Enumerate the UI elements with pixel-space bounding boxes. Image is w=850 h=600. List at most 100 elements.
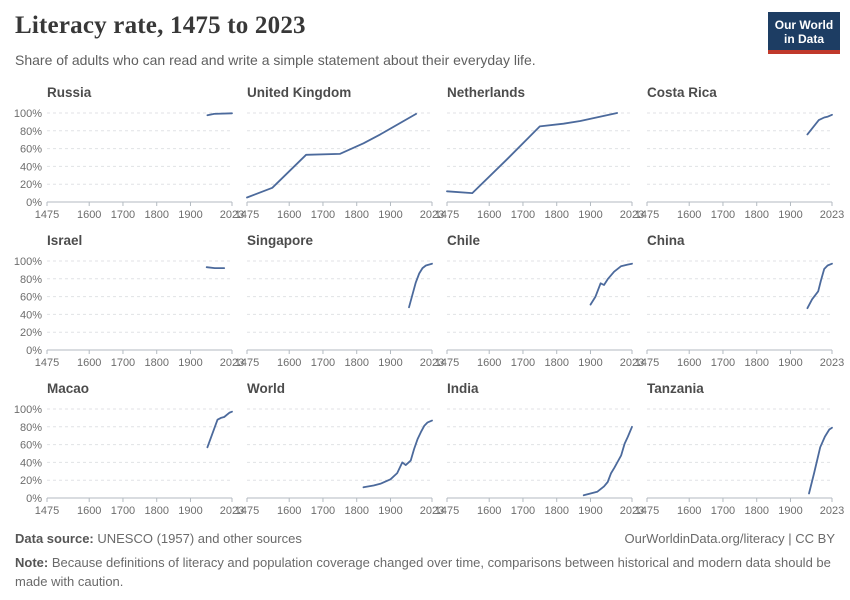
x-axis-label: 1700 xyxy=(511,505,535,517)
x-axis-label: 2023 xyxy=(620,209,644,221)
x-axis-label: 1700 xyxy=(311,209,335,221)
x-axis-label: 1475 xyxy=(635,505,659,517)
panel-plot: 1475 1600 1700 1800 1900 2023 xyxy=(235,408,444,517)
x-axis-label: 1800 xyxy=(144,209,168,221)
data-source-text: UNESCO (1957) and other sources xyxy=(93,531,302,546)
y-axis-label: 60% xyxy=(20,292,42,304)
chart-panel-netherlands[interactable]: Netherlands 1475 1600 1700 1800 1900 2023 xyxy=(412,85,648,231)
panel-plot: 0% 20% 40% 60% 80% 100% 1475 1600 1700 1800 1900 20… xyxy=(14,404,244,517)
chart-panel-china[interactable]: China 1475 1600 1700 1800 1900 2023 xyxy=(612,233,848,379)
note-text: Because definitions of literacy and popu… xyxy=(15,555,831,589)
x-axis-label: 2023 xyxy=(820,209,844,221)
x-axis-label: 1475 xyxy=(635,357,659,369)
x-axis-label: 1800 xyxy=(744,209,768,221)
x-axis-label: 1700 xyxy=(111,209,135,221)
x-axis-label: 1800 xyxy=(744,505,768,517)
logo-text-line2: in Data xyxy=(783,32,824,46)
x-axis-label: 1475 xyxy=(635,209,659,221)
x-axis-label: 1600 xyxy=(277,505,301,517)
chart-panel-chile[interactable]: Chile 1475 1600 1700 1800 1900 2023 xyxy=(412,233,648,379)
panel-title: China xyxy=(647,233,685,248)
x-axis-label: 1900 xyxy=(178,357,202,369)
chart-panel-tanzania[interactable]: Tanzania 1475 1600 1700 1800 1900 2023 xyxy=(612,381,848,527)
x-axis-label: 2023 xyxy=(420,357,444,369)
owid-logo[interactable]: Our World in Data xyxy=(768,12,840,54)
chart-panel-india[interactable]: India 1475 1600 1700 1800 1900 2023 xyxy=(412,381,648,527)
y-axis-label: 0% xyxy=(26,345,42,357)
y-axis-label: 60% xyxy=(20,440,42,452)
series-line-tanzania xyxy=(808,426,833,495)
chart-note: Note: Because definitions of literacy an… xyxy=(15,554,835,592)
panel-title: United Kingdom xyxy=(247,85,352,100)
chart-panel-world[interactable]: World 1475 1600 1700 1800 1900 2023 xyxy=(212,381,448,527)
chart-panel-israel[interactable]: Israel 0% 20% 40% 60% 80% 100% 1475 1600 1700 1800… xyxy=(12,233,248,379)
x-axis-label: 2023 xyxy=(420,209,444,221)
x-axis-label: 1800 xyxy=(344,209,368,221)
panel-title: India xyxy=(447,381,479,396)
chart-panel-macao[interactable]: Macao 0% 20% 40% 60% 80% 100% 1475 1600 1700 1800 1… xyxy=(12,381,248,527)
series-line-macao xyxy=(206,410,233,449)
panel-title: Netherlands xyxy=(447,85,526,100)
chart-panel-costa-rica[interactable]: Costa Rica 1475 1600 1700 1800 1900 2023 xyxy=(612,85,848,231)
y-axis-label: 100% xyxy=(14,404,42,416)
x-axis-label: 1700 xyxy=(311,357,335,369)
x-axis-label: 2023 xyxy=(420,505,444,517)
x-axis-label: 1600 xyxy=(77,505,101,517)
x-axis-label: 1900 xyxy=(378,209,402,221)
x-axis-label: 1600 xyxy=(77,357,101,369)
x-axis-label: 1475 xyxy=(235,357,259,369)
y-axis-label: 40% xyxy=(20,457,42,469)
x-axis-label: 1800 xyxy=(544,209,568,221)
x-axis-label: 1700 xyxy=(511,357,535,369)
x-axis-label: 1475 xyxy=(35,357,59,369)
panel-plot: 0% 20% 40% 60% 80% 100% 1475 1600 1700 1800 1900 20… xyxy=(14,108,244,221)
x-axis-label: 2023 xyxy=(620,505,644,517)
x-axis-label: 1475 xyxy=(435,505,459,517)
panel-title: Israel xyxy=(47,233,83,248)
panel-plot: 1475 1600 1700 1800 1900 2023 xyxy=(435,112,644,221)
panel-plot: 1475 1600 1700 1800 1900 2023 xyxy=(435,260,644,369)
x-axis-label: 1900 xyxy=(778,357,802,369)
y-axis-label: 40% xyxy=(20,309,42,321)
panel-plot: 1475 1600 1700 1800 1900 2023 xyxy=(635,112,844,221)
y-axis-label: 20% xyxy=(20,179,42,191)
series-line-chile xyxy=(589,262,633,306)
x-axis-label: 2023 xyxy=(620,357,644,369)
y-axis-label: 80% xyxy=(20,274,42,286)
chart-footer: Data source: UNESCO (1957) and other sou… xyxy=(15,531,835,589)
x-axis-label: 2023 xyxy=(220,505,244,517)
x-axis-label: 1900 xyxy=(378,357,402,369)
x-axis-label: 1900 xyxy=(378,505,402,517)
chart-subtitle: Share of adults who can read and write a… xyxy=(15,52,536,68)
x-axis-label: 1900 xyxy=(178,505,202,517)
x-axis-label: 1900 xyxy=(578,505,602,517)
attribution-link[interactable]: OurWorldinData.org/literacy | CC BY xyxy=(624,531,835,546)
x-axis-label: 1800 xyxy=(344,505,368,517)
panel-title: Tanzania xyxy=(647,381,704,396)
series-line-india xyxy=(582,425,633,497)
y-axis-label: 100% xyxy=(14,108,42,120)
x-axis-label: 1800 xyxy=(144,357,168,369)
y-axis-label: 40% xyxy=(20,161,42,173)
x-axis-label: 1600 xyxy=(477,357,501,369)
chart-panel-singapore[interactable]: Singapore 1475 1600 1700 1800 1900 2023 xyxy=(212,233,448,379)
y-axis-label: 80% xyxy=(20,422,42,434)
panel-title: Singapore xyxy=(247,233,314,248)
x-axis-label: 1700 xyxy=(311,505,335,517)
y-axis-label: 0% xyxy=(26,197,42,209)
series-line-russia xyxy=(206,112,233,117)
series-line-costa-rica xyxy=(806,113,833,136)
data-source: Data source: UNESCO (1957) and other sou… xyxy=(15,531,302,546)
panel-title: Russia xyxy=(47,85,92,100)
y-axis-label: 20% xyxy=(20,475,42,487)
logo-text-line1: Our World xyxy=(774,18,834,32)
series-line-world xyxy=(362,419,433,489)
x-axis-label: 1475 xyxy=(35,505,59,517)
chart-panel-russia[interactable]: Russia 0% 20% 40% 60% 80% 100% 1475 1600 1700 1800… xyxy=(12,85,248,231)
panel-plot: 1475 1600 1700 1800 1900 2023 xyxy=(635,408,844,517)
panel-plot: 0% 20% 40% 60% 80% 100% 1475 1600 1700 1800 1900 20… xyxy=(14,256,244,369)
chart-panel-united-kingdom[interactable]: United Kingdom 1475 1600 1700 1800 1900 2023 xyxy=(212,85,448,231)
series-line-netherlands xyxy=(446,112,619,194)
panel-title: Chile xyxy=(447,233,481,248)
panel-title: Macao xyxy=(47,381,90,396)
